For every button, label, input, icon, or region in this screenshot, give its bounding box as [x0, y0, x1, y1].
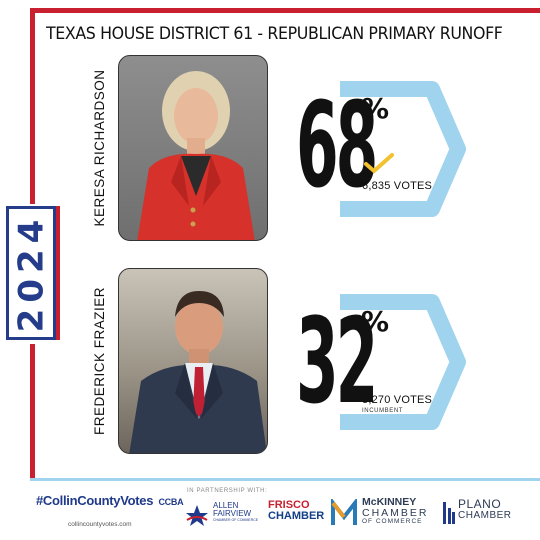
result-frame-2 [340, 294, 466, 430]
plano-line2: CHAMBER [458, 509, 512, 521]
candidate-votes-frazier: 3,270 VOTES [362, 394, 433, 406]
incumbent-label: INCUMBENT [362, 408, 404, 414]
mckinney-line3: OF COMMERCE [362, 518, 423, 526]
candidate-photo-richardson [118, 55, 268, 241]
partnership-label: IN PARTNERSHIP WITH: [187, 488, 268, 494]
frame-left-border-lower [30, 344, 35, 478]
mckinney-chamber-logo: McKINNEY CHAMBER OF COMMERCE [330, 496, 430, 529]
candidate-name-frazier: FREDERICK FRAZIER [92, 287, 107, 436]
frisco-line2: CHAMBER [268, 510, 325, 522]
candidate-percent-richardson: 68 [296, 76, 378, 214]
footer-band [30, 481, 540, 540]
allen-line1: ALLEN [213, 501, 239, 510]
allen-fairview-chamber-logo: ALLEN FAIRVIEW CHAMBER OF COMMERCE [185, 500, 265, 530]
result-frame-1 [340, 81, 466, 217]
plano-bars-icon [443, 502, 455, 524]
plano-chamber-logo: PLANO CHAMBER [442, 498, 532, 530]
page-title: TEXAS HOUSE DISTRICT 61 - REPUBLICAN PRI… [46, 24, 503, 44]
checkmark-icon [364, 153, 394, 173]
candidate-percent-frazier: 32 [296, 292, 378, 430]
frisco-line1: FRISCO [268, 499, 310, 511]
plano-line1: PLANO [458, 497, 502, 511]
year-badge-accent [56, 206, 60, 340]
allen-line2: FAIRVIEW [213, 509, 252, 519]
year-label: 2024 [11, 213, 52, 333]
candidate-votes-richardson: 6,835 VOTES [362, 180, 433, 192]
ccba-text: CCBA [158, 497, 184, 507]
frame-left-border-upper [30, 8, 35, 204]
percent-sign-1: % [361, 92, 390, 125]
frisco-chamber-logo: FRISCO CHAMBER [268, 500, 324, 522]
year-badge: 2024 [6, 206, 56, 340]
percent-sign-2: % [361, 305, 390, 338]
mckinney-line2: CHAMBER [362, 507, 429, 520]
mckinney-m-icon [331, 499, 357, 525]
footer-divider [30, 478, 540, 481]
brand-site: collincountyvotes.com [68, 521, 132, 528]
allen-line3: CHAMBER OF COMMERCE [213, 517, 259, 522]
candidate-name-richardson: KERESA RICHARDSON [92, 69, 107, 227]
star-icon [186, 505, 208, 526]
candidate-photo-frazier [118, 268, 268, 454]
mckinney-line1: McKINNEY [362, 496, 417, 508]
brand-text: #CollinCountyVotes [36, 493, 154, 508]
frame-top-border [30, 8, 540, 13]
collin-county-votes-logo: #CollinCountyVotes CCBA [36, 493, 184, 508]
